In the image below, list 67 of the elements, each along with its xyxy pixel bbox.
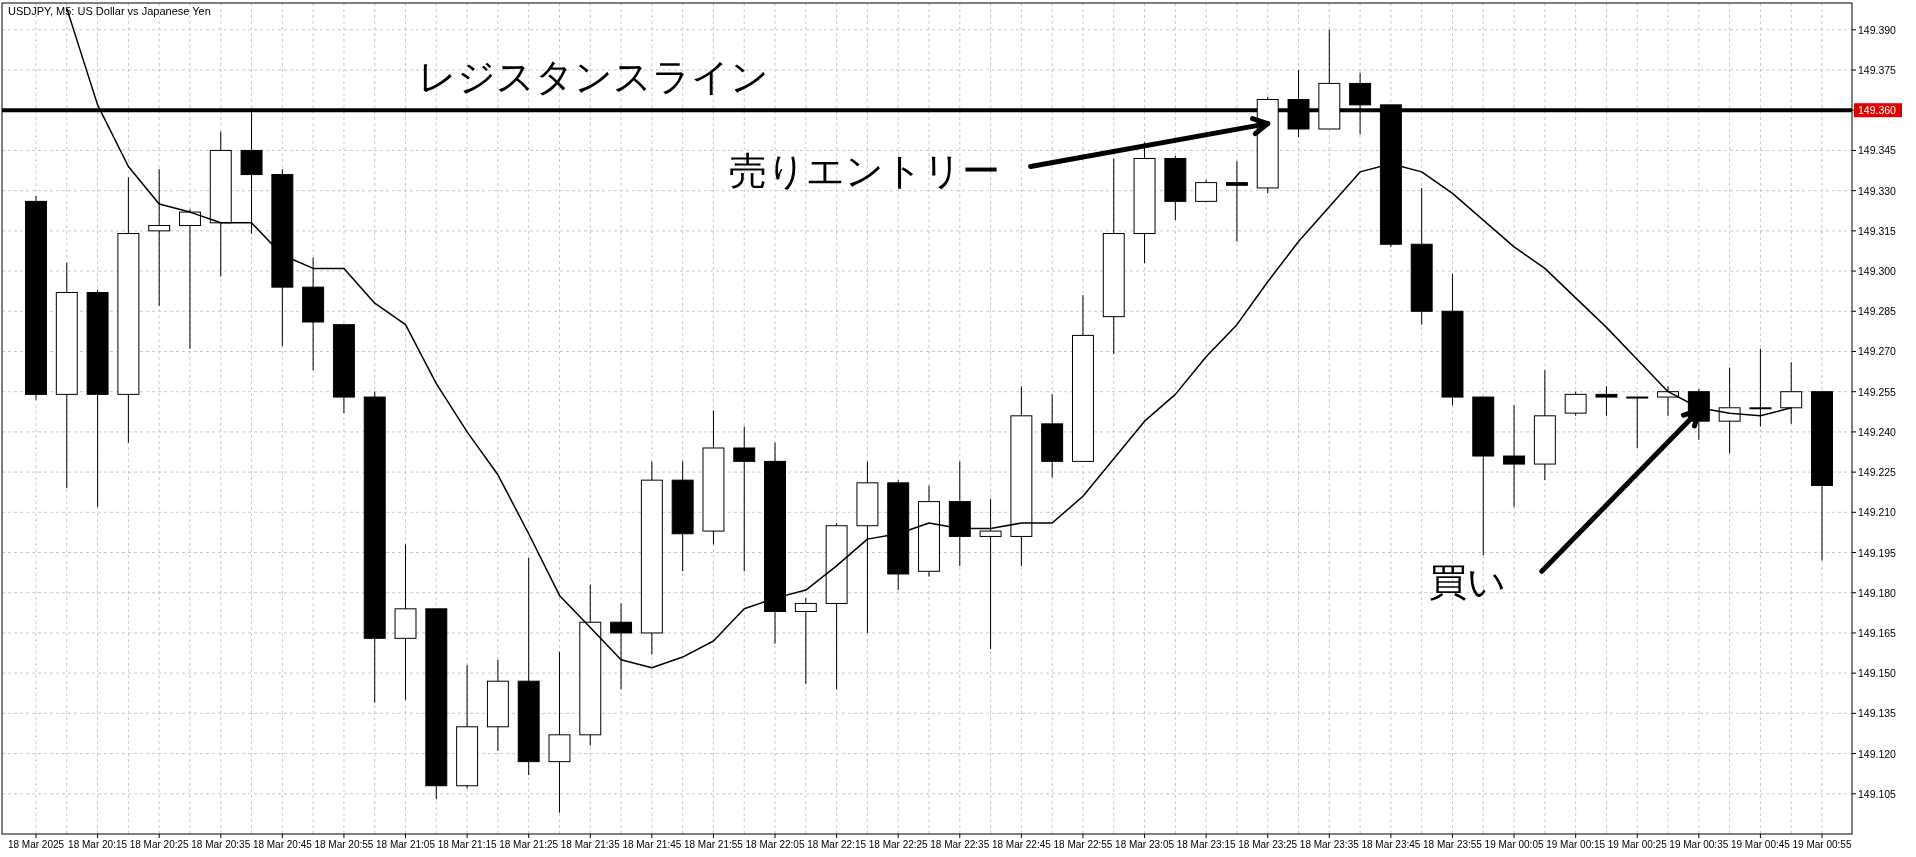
x-tick-label: 18 Mar 20:25 [129, 839, 190, 850]
y-tick-label: 149.255 [1858, 385, 1897, 398]
x-tick-label: 19 Mar 00:55 [1792, 839, 1852, 850]
x-tick-label: 18 Mar 22:45 [991, 839, 1052, 850]
x-tick-label: 18 Mar 21:15 [437, 839, 497, 850]
y-tick-label: 149.315 [1858, 224, 1897, 237]
x-tick-label: 18 Mar 21:55 [683, 839, 744, 850]
x-tick-label: 19 Mar 00:05 [1484, 839, 1544, 850]
candlestick [733, 426, 756, 572]
y-tick-label: 149.225 [1858, 466, 1897, 479]
candlestick [1718, 367, 1741, 454]
candlestick [979, 498, 1002, 650]
x-tick-label: 18 Mar 20:15 [68, 839, 128, 850]
x-tick-label: 18 Mar 22:35 [930, 839, 990, 850]
y-tick-label: 149.300 [1858, 265, 1897, 278]
y-tick-label: 149.240 [1858, 425, 1897, 438]
candlestick [148, 168, 171, 307]
y-tick-label: 149.165 [1858, 626, 1897, 639]
y-tick-label: 149.150 [1858, 667, 1897, 680]
x-tick-label: 18 Mar 23:35 [1299, 839, 1360, 850]
chart-title: USDJPY, M5: US Dollar vs Japanese Yen [8, 5, 211, 17]
x-tick-label: 18 Mar 22:15 [807, 839, 867, 850]
x-tick-label: 18 Mar 2025 [7, 839, 65, 850]
annotation: 買い [1429, 560, 1507, 605]
x-tick-label: 18 Mar 23:05 [1115, 839, 1175, 850]
candlestick [1749, 348, 1772, 428]
x-tick-label: 18 Mar 23:25 [1238, 839, 1298, 850]
y-tick-label: 149.180 [1858, 586, 1897, 599]
candlestick [1195, 179, 1218, 202]
ref-line-label: 149.360 [1858, 104, 1897, 117]
x-tick-label: 18 Mar 23:55 [1423, 839, 1483, 850]
y-tick-label: 149.390 [1858, 23, 1897, 36]
x-tick-label: 18 Mar 21:45 [622, 839, 682, 850]
candlestick [794, 597, 817, 685]
x-tick-label: 19 Mar 00:45 [1730, 839, 1791, 850]
y-tick-label: 149.210 [1858, 506, 1897, 519]
y-tick-label: 149.105 [1858, 787, 1897, 800]
x-tick-label: 18 Mar 21:35 [560, 839, 621, 850]
candlestick [1503, 404, 1526, 508]
y-tick-label: 149.285 [1858, 305, 1897, 318]
y-tick-label: 149.195 [1858, 546, 1897, 559]
x-tick-label: 18 Mar 22:55 [1053, 839, 1113, 850]
x-tick-label: 19 Mar 00:25 [1607, 839, 1668, 850]
x-tick-label: 18 Mar 20:55 [314, 839, 374, 850]
x-tick-label: 18 Mar 22:25 [868, 839, 929, 850]
y-tick-label: 149.270 [1858, 345, 1897, 358]
y-tick-label: 149.345 [1858, 144, 1897, 157]
x-tick-label: 18 Mar 20:45 [252, 839, 313, 850]
candlestick [1225, 160, 1248, 243]
candlestick [1626, 396, 1649, 449]
candlestick [1595, 385, 1618, 417]
annotation: レジスタンスライン [417, 54, 769, 99]
x-tick-label: 18 Mar 21:25 [499, 839, 559, 850]
y-tick-label: 149.120 [1858, 747, 1897, 760]
x-tick-label: 18 Mar 21:05 [376, 839, 436, 850]
annotation: 売りエントリー [728, 148, 1000, 193]
y-tick-label: 149.135 [1858, 707, 1897, 720]
x-tick-label: 18 Mar 20:35 [191, 839, 251, 850]
x-tick-label: 18 Mar 23:15 [1176, 839, 1237, 850]
y-tick-label: 149.375 [1858, 64, 1897, 77]
y-tick-label: 149.330 [1858, 184, 1897, 197]
x-tick-label: 18 Mar 23:45 [1361, 839, 1421, 850]
x-tick-label: 19 Mar 00:15 [1546, 839, 1606, 850]
x-tick-label: 19 Mar 00:35 [1669, 839, 1729, 850]
candlestick [179, 208, 201, 350]
candlestick [1564, 391, 1587, 417]
x-tick-label: 18 Mar 22:05 [745, 839, 805, 850]
